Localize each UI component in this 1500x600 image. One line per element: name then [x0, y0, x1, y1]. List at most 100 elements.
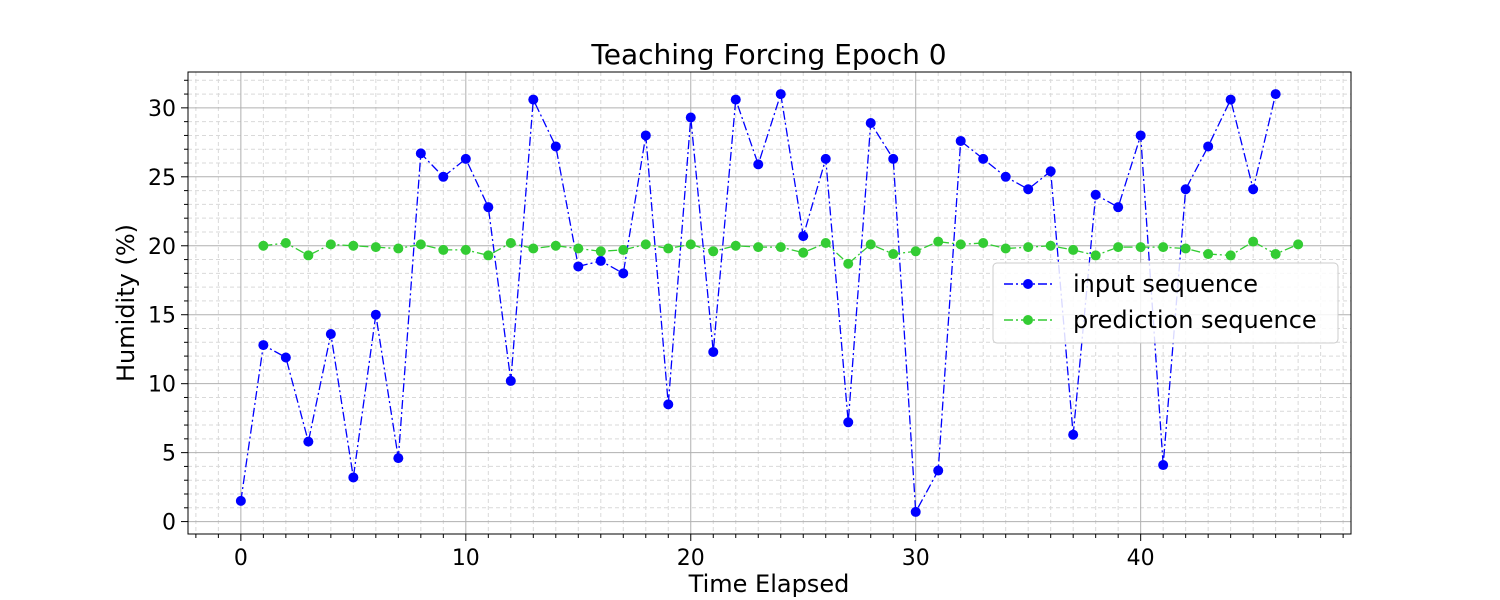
data-point-input-sequence: [1135, 130, 1146, 141]
data-point-prediction-sequence: [1158, 242, 1169, 253]
data-point-input-sequence: [550, 141, 561, 152]
y-tick-label: 25: [148, 166, 176, 191]
data-point-prediction-sequence: [505, 238, 516, 249]
data-point-input-sequence: [280, 352, 291, 363]
legend-box: [992, 262, 1339, 344]
data-point-input-sequence: [370, 309, 381, 320]
data-point-input-sequence: [325, 329, 336, 340]
data-point-prediction-sequence: [865, 239, 876, 250]
series-line-input-sequence: [240, 93, 1277, 515]
data-point-input-sequence: [438, 171, 449, 182]
data-point-input-sequence: [730, 94, 741, 105]
data-point-prediction-sequence: [1023, 242, 1034, 253]
data-point-prediction-sequence: [1000, 243, 1011, 254]
x-axis-label: Time Elapsed: [688, 570, 850, 598]
data-point-input-sequence: [1270, 89, 1281, 100]
data-point-prediction-sequence: [393, 243, 404, 254]
y-tick-label: 30: [148, 97, 176, 122]
data-point-prediction-sequence: [618, 244, 629, 255]
data-point-prediction-sequence: [843, 258, 854, 269]
data-point-input-sequence: [258, 340, 269, 351]
data-point-prediction-sequence: [573, 243, 584, 254]
data-point-input-sequence: [1180, 184, 1191, 195]
data-point-input-sequence: [505, 375, 516, 386]
data-point-input-sequence: [595, 255, 606, 266]
data-point-prediction-sequence: [348, 240, 359, 251]
data-point-prediction-sequence: [528, 243, 539, 254]
data-point-input-sequence: [685, 112, 696, 123]
data-point-input-sequence: [1045, 166, 1056, 177]
data-point-input-sequence: [1000, 171, 1011, 182]
data-point-input-sequence: [865, 118, 876, 129]
data-point-input-sequence: [483, 202, 494, 213]
data-point-prediction-sequence: [280, 238, 291, 249]
data-point-input-sequence: [415, 148, 426, 159]
data-point-prediction-sequence: [1090, 250, 1101, 261]
data-point-input-sequence: [1203, 141, 1214, 152]
data-point-prediction-sequence: [910, 246, 921, 257]
data-point-prediction-sequence: [708, 246, 719, 257]
data-point-input-sequence: [1068, 429, 1079, 440]
data-point-input-sequence: [348, 472, 359, 483]
y-axis-label: Humidity (%): [112, 224, 140, 382]
data-point-prediction-sequence: [1135, 242, 1146, 253]
data-point-input-sequence: [663, 399, 674, 410]
data-point-input-sequence: [640, 130, 651, 141]
data-point-input-sequence: [618, 268, 629, 279]
data-point-prediction-sequence: [1293, 239, 1304, 250]
data-point-prediction-sequence: [1248, 236, 1259, 247]
y-tick-label: 5: [162, 442, 176, 467]
y-tick-label: 15: [148, 304, 176, 329]
data-point-prediction-sequence: [685, 239, 696, 250]
data-point-prediction-sequence: [460, 244, 471, 255]
plot-frame: [187, 71, 1352, 535]
data-point-prediction-sequence: [303, 250, 314, 261]
data-point-input-sequence: [708, 346, 719, 357]
data-point-input-sequence: [1158, 460, 1169, 471]
data-point-input-sequence: [1248, 184, 1259, 195]
data-point-prediction-sequence: [438, 244, 449, 255]
data-point-prediction-sequence: [730, 240, 741, 251]
data-point-input-sequence: [888, 153, 899, 164]
x-tick-label: 10: [452, 546, 480, 571]
data-point-prediction-sequence: [550, 240, 561, 251]
data-point-prediction-sequence: [955, 239, 966, 250]
data-point-input-sequence: [393, 453, 404, 464]
x-tick-label: 20: [677, 546, 705, 571]
series-input-sequence: [235, 89, 1281, 517]
x-tick-label: 40: [1127, 546, 1155, 571]
data-point-prediction-sequence: [1068, 244, 1079, 255]
x-tick-label: 30: [902, 546, 930, 571]
data-point-input-sequence: [798, 231, 809, 242]
y-tick-label: 20: [148, 235, 176, 260]
data-point-input-sequence: [1113, 202, 1124, 213]
legend-label-input-sequence: input sequence: [1073, 270, 1258, 298]
data-point-input-sequence: [910, 506, 921, 517]
data-point-input-sequence: [843, 417, 854, 428]
data-point-prediction-sequence: [753, 242, 764, 253]
data-point-prediction-sequence: [1113, 242, 1124, 253]
data-point-prediction-sequence: [888, 249, 899, 260]
data-point-prediction-sequence: [1180, 243, 1191, 254]
data-point-prediction-sequence: [1203, 249, 1214, 260]
data-point-prediction-sequence: [258, 240, 269, 251]
data-point-input-sequence: [1225, 94, 1236, 105]
series-prediction-sequence: [258, 236, 1304, 269]
data-point-input-sequence: [1090, 189, 1101, 200]
legend-label-prediction-sequence: prediction sequence: [1073, 306, 1317, 334]
data-point-prediction-sequence: [1045, 240, 1056, 251]
data-point-prediction-sequence: [775, 242, 786, 253]
data-point-input-sequence: [1023, 184, 1034, 195]
data-point-input-sequence: [978, 153, 989, 164]
data-point-input-sequence: [460, 153, 471, 164]
data-point-prediction-sequence: [1225, 250, 1236, 261]
data-point-prediction-sequence: [820, 238, 831, 249]
data-point-prediction-sequence: [663, 243, 674, 254]
data-point-input-sequence: [820, 153, 831, 164]
data-point-input-sequence: [933, 465, 944, 476]
legend-marker-input-sequence: [1023, 279, 1033, 289]
chart-title: Teaching Forcing Epoch 0: [590, 38, 946, 71]
data-point-prediction-sequence: [978, 238, 989, 249]
data-point-input-sequence: [303, 436, 314, 447]
